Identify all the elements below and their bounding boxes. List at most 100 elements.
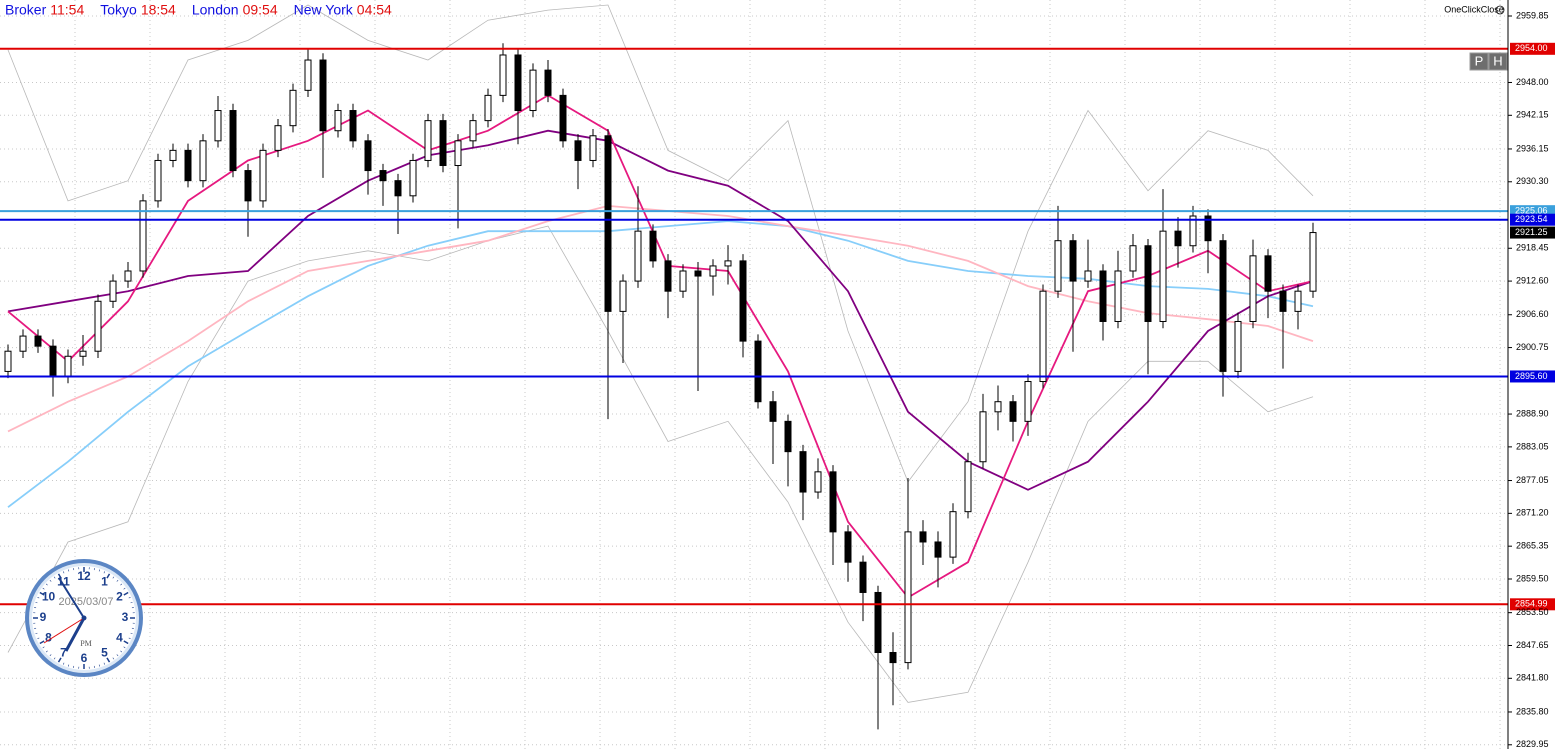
candle-body xyxy=(289,89,297,127)
y-tick-label: 2841.80 xyxy=(1516,673,1549,683)
clock-tick xyxy=(35,601,38,604)
clock-tick xyxy=(49,654,52,657)
candle-body xyxy=(64,355,72,377)
candle-body xyxy=(184,149,192,182)
smiley xyxy=(1495,5,1505,15)
candle-body xyxy=(1009,401,1017,422)
clock-tick xyxy=(53,657,56,660)
clock-tick xyxy=(45,650,48,653)
candle-body xyxy=(169,149,177,161)
candle-body xyxy=(724,260,732,267)
candle-body xyxy=(409,159,417,197)
y-tick-label: 2877.05 xyxy=(1516,475,1549,485)
clock-number: 9 xyxy=(40,610,47,624)
header-time: 04:54 xyxy=(357,2,392,18)
indicator-line xyxy=(7,4,1314,483)
clock-hand xyxy=(43,617,85,644)
clock-tick xyxy=(128,637,131,640)
clock-number: 10 xyxy=(42,590,56,604)
candle-body xyxy=(274,125,282,151)
candle-body xyxy=(109,280,117,302)
candle-body xyxy=(604,135,612,312)
level-label: 2954.00 xyxy=(1515,43,1548,53)
candle-body xyxy=(679,270,687,292)
candle-body xyxy=(769,401,777,422)
y-tick-label: 2930.30 xyxy=(1516,176,1549,186)
header-label: London xyxy=(192,2,239,18)
one-click-close[interactable]: OneClickClose xyxy=(1444,4,1504,14)
candle-body xyxy=(1039,290,1047,383)
candle-body xyxy=(1249,255,1257,322)
level-label-box xyxy=(1510,598,1555,611)
clock-tick xyxy=(57,657,62,663)
y-tick-label: 2853.50 xyxy=(1516,607,1549,617)
candle-body xyxy=(979,411,987,463)
candle-body xyxy=(1234,320,1242,372)
candle-body xyxy=(79,350,87,357)
candle-body xyxy=(229,110,237,172)
y-tick-label: 2847.65 xyxy=(1516,640,1549,650)
candle-body xyxy=(589,135,597,161)
clock-ampm: PM xyxy=(80,639,92,648)
clock-tick xyxy=(39,640,45,645)
candle-body xyxy=(574,140,582,161)
clock-hand xyxy=(58,577,85,619)
clock-number: 5 xyxy=(101,646,108,660)
button[interactable] xyxy=(1488,52,1508,71)
header-time: 18:54 xyxy=(141,2,176,18)
clock-number: 4 xyxy=(116,631,123,645)
candle-body xyxy=(4,350,12,372)
candle-body xyxy=(964,461,972,513)
header-label: Tokyo xyxy=(100,2,137,18)
candle-body xyxy=(889,651,897,664)
candle-body xyxy=(949,511,957,558)
clock-center xyxy=(81,615,87,621)
button-label[interactable]: P xyxy=(1475,53,1484,68)
candle-body xyxy=(199,140,207,182)
clock-tick xyxy=(67,569,70,572)
candle-body xyxy=(49,345,57,377)
clock-tick xyxy=(123,591,129,596)
candle-body xyxy=(1099,270,1107,322)
indicator-line xyxy=(7,129,1314,491)
clock-number: 3 xyxy=(122,610,129,624)
candle-body xyxy=(1264,255,1272,292)
candle-body xyxy=(1159,230,1167,322)
candle-body xyxy=(514,54,522,112)
clock-tick xyxy=(130,601,133,604)
candle-body xyxy=(1054,240,1062,292)
candle-body xyxy=(334,110,342,132)
clock-tick xyxy=(112,657,115,660)
clock-number: 1 xyxy=(101,575,108,589)
clock-hand xyxy=(64,617,86,652)
level-label: 2895.60 xyxy=(1515,371,1548,381)
candle-body xyxy=(1309,232,1317,292)
candle-body xyxy=(844,531,852,563)
candle-body xyxy=(559,94,567,142)
candles xyxy=(4,43,1317,730)
candle-body xyxy=(34,335,42,347)
y-tick-label: 2918.45 xyxy=(1516,243,1549,253)
current-price-label: 2921.25 xyxy=(1515,227,1548,237)
y-tick-label: 2871.20 xyxy=(1516,508,1549,518)
button[interactable] xyxy=(1469,52,1489,71)
button-label[interactable]: H xyxy=(1493,53,1502,68)
candle-body xyxy=(664,260,672,292)
candle-body xyxy=(904,531,912,664)
level-label-box xyxy=(1510,370,1555,383)
clock-tick xyxy=(103,662,106,665)
candle-body xyxy=(154,159,162,202)
clock-tick xyxy=(57,573,62,579)
y-tick-label: 2829.95 xyxy=(1516,739,1549,749)
candle-body xyxy=(529,69,537,112)
y-tick-label: 2865.35 xyxy=(1516,541,1549,551)
level-label: 2923.54 xyxy=(1515,214,1548,224)
clock-tick xyxy=(116,579,119,582)
candle-body xyxy=(1189,215,1197,247)
candle-body xyxy=(259,149,267,202)
